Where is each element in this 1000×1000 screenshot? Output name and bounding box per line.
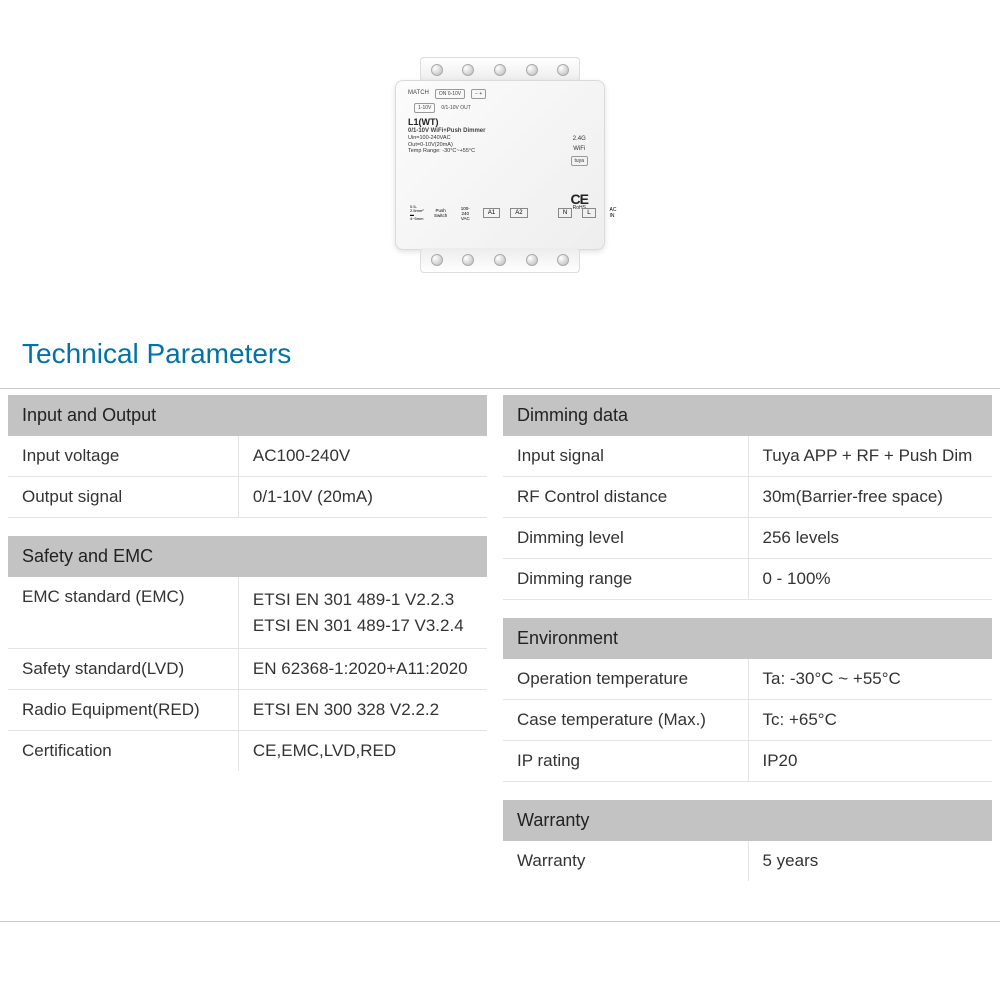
match-label: MATCH bbox=[408, 90, 429, 97]
param-value: 30m(Barrier-free space) bbox=[748, 477, 993, 517]
param-label: Case temperature (Max.) bbox=[503, 700, 748, 740]
param-row: Safety standard(LVD)EN 62368-1:2020+A11:… bbox=[8, 649, 487, 690]
param-value: 0/1-10V (20mA) bbox=[238, 477, 487, 517]
param-row: Warranty5 years bbox=[503, 841, 992, 881]
param-label: EMC standard (EMC) bbox=[8, 577, 238, 648]
param-row: CertificationCE,EMC,LVD,RED bbox=[8, 731, 487, 771]
right-column: Dimming dataInput signalTuya APP + RF + … bbox=[495, 389, 1000, 921]
param-row: Dimming level256 levels bbox=[503, 518, 992, 559]
param-label: Input voltage bbox=[8, 436, 238, 476]
param-row: Operation temperatureTa: -30°C ~ +55°C bbox=[503, 659, 992, 700]
param-value: 5 years bbox=[748, 841, 993, 881]
param-label: Dimming level bbox=[503, 518, 748, 558]
tuya-badge: tuya bbox=[571, 156, 588, 166]
param-value: EN 62368-1:2020+A11:2020 bbox=[238, 649, 487, 689]
param-label: Output signal bbox=[8, 477, 238, 517]
param-row: Output signal0/1-10V (20mA) bbox=[8, 477, 487, 518]
param-value: 256 levels bbox=[748, 518, 993, 558]
param-value: AC100-240V bbox=[238, 436, 487, 476]
param-value: CE,EMC,LVD,RED bbox=[238, 731, 487, 771]
param-label: Warranty bbox=[503, 841, 748, 881]
param-label: Certification bbox=[8, 731, 238, 771]
param-label: Input signal bbox=[503, 436, 748, 476]
section-header: Input and Output bbox=[8, 395, 487, 436]
param-row: Case temperature (Max.)Tc: +65°C bbox=[503, 700, 992, 741]
param-row: Dimming range0 - 100% bbox=[503, 559, 992, 600]
param-row: Input voltageAC100-240V bbox=[8, 436, 487, 477]
section-header: Dimming data bbox=[503, 395, 992, 436]
device-illustration: MATCH ON 0-10V − + 1-10V 0/1-10V OUT L1(… bbox=[385, 55, 615, 275]
section-header: Environment bbox=[503, 618, 992, 659]
param-label: RF Control distance bbox=[503, 477, 748, 517]
section-header: Warranty bbox=[503, 800, 992, 841]
param-label: Radio Equipment(RED) bbox=[8, 690, 238, 730]
page-heading: Technical Parameters bbox=[0, 330, 1000, 388]
param-row: Input signalTuya APP + RF + Push Dim bbox=[503, 436, 992, 477]
param-value: Ta: -30°C ~ +55°C bbox=[748, 659, 993, 699]
param-label: Operation temperature bbox=[503, 659, 748, 699]
model-number: L1(WT) bbox=[408, 117, 592, 128]
param-label: Safety standard(LVD) bbox=[8, 649, 238, 689]
wifi-24g-label: 2.4G bbox=[573, 136, 586, 142]
param-value: ETSI EN 300 328 V2.2.2 bbox=[238, 690, 487, 730]
param-value: ETSI EN 301 489-1 V2.2.3ETSI EN 301 489-… bbox=[238, 577, 487, 648]
param-value: IP20 bbox=[748, 741, 993, 781]
param-value: Tc: +65°C bbox=[748, 700, 993, 740]
left-column: Input and OutputInput voltageAC100-240VO… bbox=[0, 389, 495, 921]
param-row: EMC standard (EMC)ETSI EN 301 489-1 V2.2… bbox=[8, 577, 487, 649]
product-image-area: MATCH ON 0-10V − + 1-10V 0/1-10V OUT L1(… bbox=[0, 0, 1000, 330]
spec-columns: Input and OutputInput voltageAC100-240VO… bbox=[0, 388, 1000, 922]
param-label: Dimming range bbox=[503, 559, 748, 599]
param-value: 0 - 100% bbox=[748, 559, 993, 599]
param-label: IP rating bbox=[503, 741, 748, 781]
param-row: RF Control distance30m(Barrier-free spac… bbox=[503, 477, 992, 518]
param-value: Tuya APP + RF + Push Dim bbox=[748, 436, 993, 476]
wifi-label: WiFi bbox=[573, 146, 585, 152]
product-subtitle: 0/1-10V WiFi+Push Dimmer bbox=[408, 128, 592, 135]
section-header: Safety and EMC bbox=[8, 536, 487, 577]
param-row: Radio Equipment(RED)ETSI EN 300 328 V2.2… bbox=[8, 690, 487, 731]
param-row: IP ratingIP20 bbox=[503, 741, 992, 782]
